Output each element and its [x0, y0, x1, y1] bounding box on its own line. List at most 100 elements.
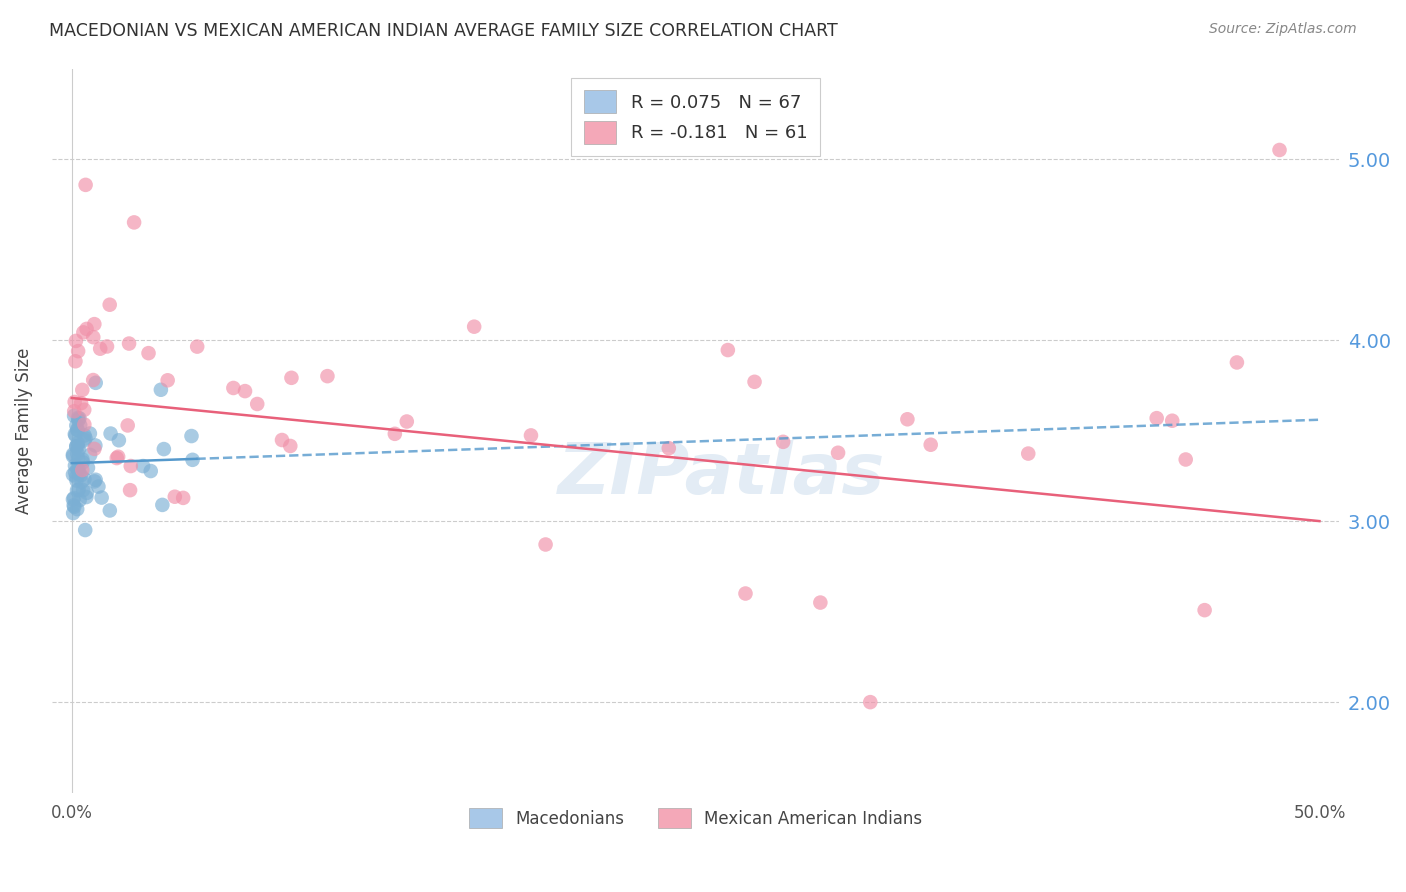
Point: [67, 483, 90, 497]
Point: [920, 438, 942, 452]
Point: [1174, 452, 1197, 467]
Point: [181, 453, 204, 467]
Point: [280, 371, 302, 385]
Point: [66, 411, 89, 425]
Point: [63, 404, 86, 418]
Point: [79, 426, 101, 441]
Point: [82, 330, 104, 344]
Point: [62, 506, 84, 520]
Text: MACEDONIAN VS MEXICAN AMERICAN INDIAN AVERAGE FAMILY SIZE CORRELATION CHART: MACEDONIAN VS MEXICAN AMERICAN INDIAN AV…: [49, 22, 838, 40]
Point: [163, 490, 186, 504]
Point: [82, 373, 104, 387]
Point: [744, 375, 766, 389]
Point: [65, 439, 87, 453]
Point: [66, 423, 89, 437]
Point: [66, 440, 89, 454]
Point: [520, 428, 543, 442]
Point: [67, 411, 90, 425]
Point: [67, 451, 90, 466]
Point: [83, 475, 105, 489]
Point: [150, 498, 173, 512]
Point: [72, 326, 94, 340]
Point: [271, 433, 294, 447]
Point: [72, 455, 94, 469]
Point: [76, 322, 98, 336]
Point: [1146, 411, 1168, 425]
Point: [118, 336, 141, 351]
Point: [62, 499, 84, 513]
Point: [72, 383, 94, 397]
Point: [73, 472, 96, 486]
Point: [107, 450, 129, 464]
Point: [63, 409, 86, 423]
Point: [83, 317, 105, 331]
Point: [69, 493, 91, 508]
Point: [384, 426, 406, 441]
Point: [246, 397, 269, 411]
Point: [859, 695, 882, 709]
Point: [87, 479, 110, 493]
Point: [896, 412, 918, 426]
Point: [180, 429, 202, 443]
Point: [153, 442, 176, 456]
Point: [75, 490, 97, 504]
Point: [62, 492, 84, 507]
Point: [222, 381, 245, 395]
Point: [63, 427, 86, 442]
Point: [139, 464, 162, 478]
Point: [120, 458, 142, 473]
Point: [98, 503, 121, 517]
Point: [1226, 355, 1249, 369]
Point: [66, 483, 89, 498]
Point: [67, 442, 90, 457]
Point: [70, 396, 93, 410]
Point: [138, 346, 160, 360]
Point: [65, 428, 87, 442]
Point: [77, 460, 100, 475]
Point: [84, 376, 107, 390]
Point: [69, 418, 91, 433]
Point: [100, 426, 122, 441]
Y-axis label: Average Family Size: Average Family Size: [15, 347, 32, 514]
Point: [83, 442, 105, 456]
Point: [827, 446, 849, 460]
Point: [65, 440, 87, 454]
Point: [316, 369, 339, 384]
Point: [1017, 446, 1039, 460]
Point: [62, 449, 84, 463]
Point: [63, 491, 86, 505]
Point: [72, 463, 94, 477]
Point: [1161, 414, 1184, 428]
Point: [65, 354, 87, 368]
Point: [717, 343, 740, 357]
Point: [658, 441, 681, 455]
Point: [233, 384, 256, 398]
Text: Source: ZipAtlas.com: Source: ZipAtlas.com: [1209, 22, 1357, 37]
Point: [73, 434, 96, 448]
Point: [172, 491, 194, 505]
Point: [63, 395, 86, 409]
Point: [76, 486, 98, 500]
Point: [98, 298, 121, 312]
Point: [108, 434, 131, 448]
Point: [70, 475, 93, 489]
Point: [65, 334, 87, 348]
Point: [149, 383, 172, 397]
Point: [117, 418, 139, 433]
Point: [63, 458, 86, 473]
Point: [73, 428, 96, 442]
Text: ZIPatlas: ZIPatlas: [558, 440, 884, 508]
Point: [278, 439, 301, 453]
Point: [72, 483, 94, 497]
Point: [70, 468, 93, 483]
Point: [395, 415, 418, 429]
Point: [75, 431, 97, 445]
Point: [105, 451, 128, 466]
Point: [63, 500, 86, 514]
Point: [534, 537, 557, 551]
Point: [66, 436, 89, 450]
Point: [132, 459, 155, 474]
Point: [90, 491, 112, 505]
Point: [67, 462, 90, 476]
Point: [66, 502, 89, 516]
